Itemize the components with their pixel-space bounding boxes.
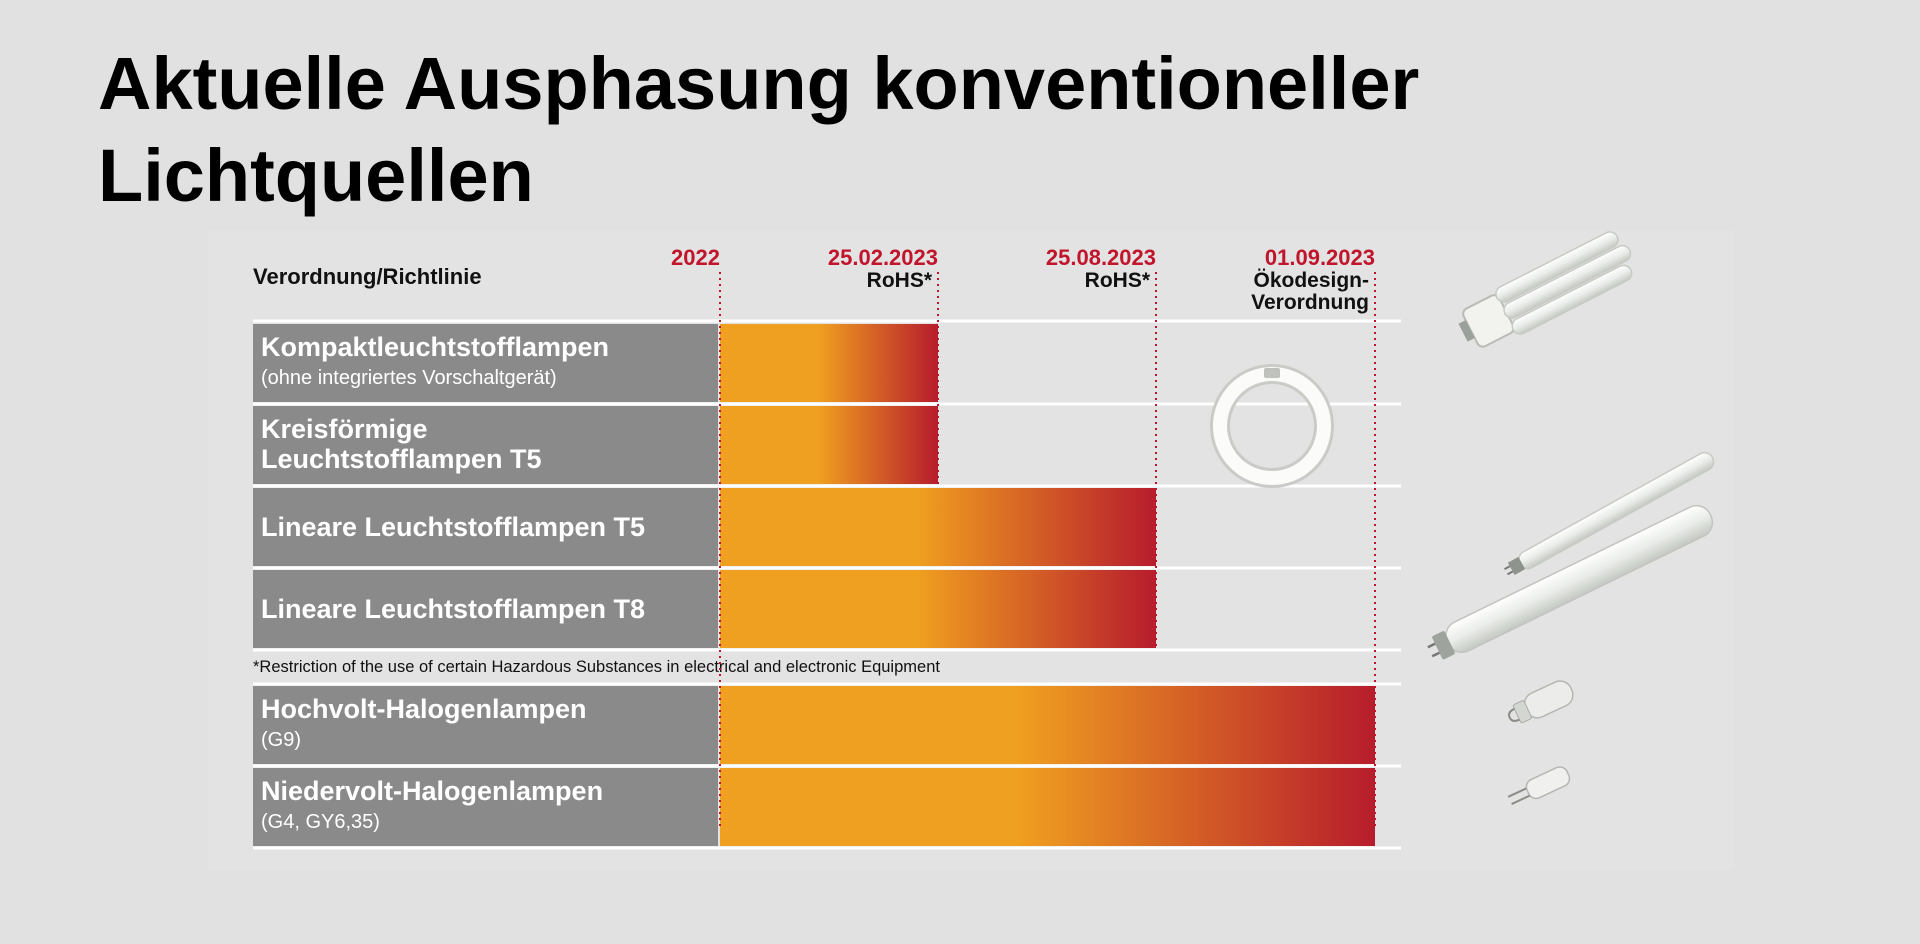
row-title-line: Kreisförmige bbox=[261, 414, 428, 444]
row-title-line: Lineare Leuchtstofflampen T5 bbox=[261, 512, 645, 542]
lamp-illustrations bbox=[1210, 231, 1715, 805]
title-line-2: Lichtquellen bbox=[98, 134, 534, 217]
bar-6 bbox=[720, 768, 1375, 846]
bar-1 bbox=[720, 406, 938, 484]
milestone-note-1: RoHS* bbox=[867, 269, 933, 292]
row-title-5: Hochvolt-Halogenlampen bbox=[261, 694, 587, 724]
row-title-3: Lineare Leuchtstofflampen T8 bbox=[261, 594, 645, 624]
slide-title: Aktuelle Ausphasung konventioneller Lich… bbox=[98, 38, 1598, 222]
milestone-date-0: 2022 bbox=[671, 245, 720, 270]
row-title-0: Kompaktleuchtstofflampen bbox=[261, 332, 609, 362]
milestone-note-3: Ökodesign-Verordnung bbox=[1251, 269, 1369, 314]
chart-panel: Verordnung/Richtlinie 2022 25.02.2023 RoHS*… bbox=[208, 230, 1733, 870]
row-title-line: Lineare Leuchtstofflampen T8 bbox=[261, 594, 645, 624]
milestone-note-line: Verordnung bbox=[1251, 291, 1369, 314]
row-subtitle-0: (ohne integriertes Vorschaltgerät) bbox=[261, 367, 557, 389]
milestone-note-line: Ökodesign- bbox=[1253, 269, 1369, 292]
linear-t5-lamp-icon bbox=[1504, 451, 1715, 576]
circular-fluorescent-lamp-icon bbox=[1210, 364, 1334, 488]
row-subtitle-5: (G9) bbox=[261, 729, 301, 751]
bar-3 bbox=[720, 570, 1156, 648]
row-title-2: Lineare Leuchtstofflampen T5 bbox=[261, 512, 645, 542]
bar-0 bbox=[720, 324, 938, 402]
row-label-box-3 bbox=[253, 570, 718, 648]
row-title-line: Niedervolt-Halogenlampen bbox=[261, 776, 603, 806]
row-label-box-6 bbox=[253, 768, 718, 846]
row-label-box-0 bbox=[253, 324, 718, 402]
compact-fluorescent-lamp-icon bbox=[1458, 231, 1633, 348]
bar-2 bbox=[720, 488, 1156, 566]
row-label-box-5 bbox=[253, 686, 718, 764]
row-title-line: Leuchtstofflampen T5 bbox=[261, 444, 542, 474]
title-line-1: Aktuelle Ausphasung konventioneller bbox=[98, 42, 1420, 125]
row-label-box-2 bbox=[253, 488, 718, 566]
halogen-g9-lamp-icon bbox=[1508, 680, 1574, 724]
row-title-1: Kreisförmige Leuchtstofflampen T5 bbox=[261, 414, 542, 474]
milestone-date-2: 25.08.2023 bbox=[1046, 245, 1156, 270]
header-label: Verordnung/Richtlinie bbox=[253, 264, 482, 289]
row-label-box-1 bbox=[253, 406, 718, 484]
milestone-note-line: RoHS* bbox=[1085, 269, 1151, 292]
milestone-date-1: 25.02.2023 bbox=[828, 245, 938, 270]
milestone-note-2: RoHS* bbox=[1085, 269, 1151, 292]
footnote: *Restriction of the use of certain Hazar… bbox=[253, 658, 940, 676]
linear-t8-lamp-icon bbox=[1427, 504, 1714, 660]
row-title-line: Kompaktleuchtstofflampen bbox=[261, 332, 609, 362]
halogen-g4-lamp-icon bbox=[1507, 766, 1571, 805]
bar-5 bbox=[720, 686, 1375, 764]
milestone-note-line: RoHS* bbox=[867, 269, 933, 292]
row-title-6: Niedervolt-Halogenlampen bbox=[261, 776, 603, 806]
milestone-date-3: 01.09.2023 bbox=[1265, 245, 1375, 270]
row-subtitle-6: (G4, GY6,35) bbox=[261, 811, 380, 833]
row-title-line: Hochvolt-Halogenlampen bbox=[261, 694, 587, 724]
